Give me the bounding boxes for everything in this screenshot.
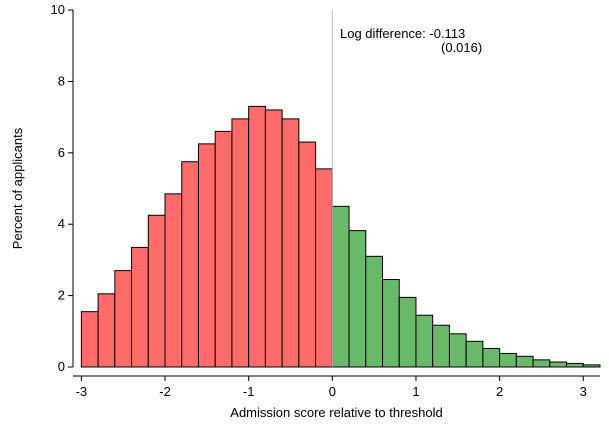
bar-below-threshold bbox=[264, 109, 283, 368]
bar-above-threshold bbox=[515, 355, 534, 368]
y-axis: 0 2 4 6 8 10 bbox=[51, 2, 74, 374]
annotation-standard-error: (0.016) bbox=[441, 40, 482, 55]
bar-above-threshold bbox=[499, 352, 517, 368]
bar-above-threshold bbox=[566, 362, 584, 368]
bar-below-threshold bbox=[80, 311, 99, 368]
bar-below-threshold bbox=[231, 118, 250, 368]
bar-below-threshold bbox=[147, 214, 166, 368]
bar-below-threshold bbox=[114, 270, 133, 368]
y-tick-label: 4 bbox=[58, 216, 65, 231]
bar-above-threshold bbox=[582, 364, 601, 368]
x-tick-label: -1 bbox=[243, 384, 255, 399]
bar-above-threshold bbox=[432, 324, 450, 368]
y-axis-title: Percent of applicants bbox=[10, 127, 25, 249]
bar-below-threshold bbox=[197, 143, 216, 368]
x-axis: -3 -2 -1 0 1 2 3 bbox=[73, 375, 600, 399]
y-tick-label: 8 bbox=[58, 73, 65, 88]
bar-above-threshold bbox=[348, 230, 367, 368]
y-tick-label: 10 bbox=[51, 2, 65, 17]
bar-above-threshold bbox=[465, 340, 484, 368]
bars-group bbox=[80, 105, 601, 368]
bar-above-threshold bbox=[482, 347, 501, 368]
bar-above-threshold bbox=[532, 359, 551, 368]
bar-below-threshold bbox=[181, 161, 199, 368]
bar-below-threshold bbox=[214, 130, 233, 368]
bar-above-threshold bbox=[365, 255, 384, 368]
y-tick-label: 0 bbox=[58, 359, 65, 374]
x-axis-title: Admission score relative to threshold bbox=[230, 405, 442, 420]
x-tick-label: -3 bbox=[76, 384, 88, 399]
bar-below-threshold bbox=[164, 193, 183, 368]
annotation-log-difference: Log difference: -0.113 bbox=[340, 26, 465, 41]
x-tick-label: 3 bbox=[580, 384, 587, 399]
x-tick-label: -2 bbox=[159, 384, 171, 399]
x-tick-label: 1 bbox=[412, 384, 419, 399]
bar-above-threshold bbox=[331, 205, 350, 368]
bar-below-threshold bbox=[281, 118, 300, 368]
bar-below-threshold bbox=[315, 168, 333, 368]
y-tick-label: 6 bbox=[58, 145, 65, 160]
bar-above-threshold bbox=[448, 333, 467, 368]
bar-above-threshold bbox=[415, 314, 434, 368]
bar-above-threshold bbox=[398, 296, 417, 368]
x-tick-label: 0 bbox=[329, 384, 336, 399]
bar-below-threshold bbox=[248, 105, 266, 368]
y-tick-label: 2 bbox=[58, 288, 65, 303]
bar-above-threshold bbox=[382, 279, 400, 368]
bar-above-threshold bbox=[549, 361, 568, 368]
bar-below-threshold bbox=[298, 141, 317, 368]
bar-below-threshold bbox=[97, 293, 116, 368]
x-tick-label: 2 bbox=[496, 384, 503, 399]
bar-below-threshold bbox=[131, 246, 149, 368]
